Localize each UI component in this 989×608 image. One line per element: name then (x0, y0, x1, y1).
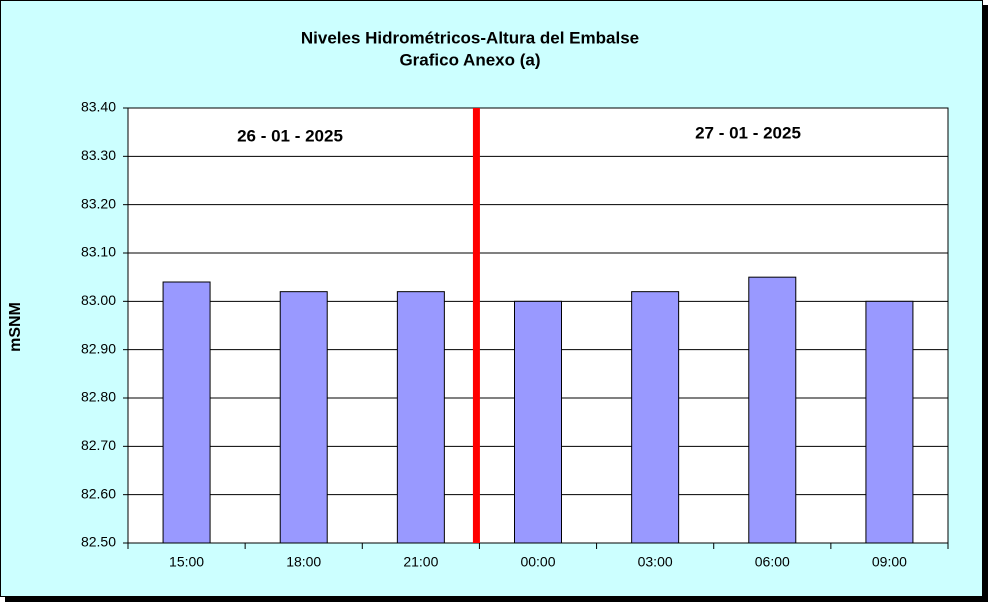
bar (631, 291, 680, 544)
y-tick-label: 83.40 (81, 99, 116, 115)
bar (396, 291, 445, 544)
x-tick-label: 18:00 (286, 554, 321, 570)
y-tick-label: 82.90 (81, 340, 116, 356)
annotation: 26 - 01 - 2025 (237, 126, 343, 145)
y-tick-label: 82.60 (81, 485, 116, 501)
y-tick-label: 82.80 (81, 389, 116, 405)
bar (748, 276, 797, 544)
y-tick-label: 82.70 (81, 437, 116, 453)
chart-title: Niveles Hidrométricos-Altura del Embalse (301, 28, 639, 47)
x-tick-label: 06:00 (755, 554, 790, 570)
x-tick-label: 09:00 (872, 554, 907, 570)
y-tick-label: 83.10 (81, 244, 116, 260)
bar (865, 300, 914, 544)
y-axis-label: mSNM (7, 302, 24, 352)
y-tick-label: 83.00 (81, 292, 116, 308)
bar (514, 300, 562, 544)
x-tick-label: 00:00 (520, 554, 555, 570)
y-tick-label: 83.20 (81, 195, 116, 211)
bar (162, 281, 211, 544)
y-tick-label: 82.50 (81, 534, 116, 550)
x-tick-label: 15:00 (169, 554, 204, 570)
annotation: 27 - 01 - 2025 (695, 123, 801, 142)
y-tick-label: 83.30 (81, 147, 116, 163)
bar (279, 291, 328, 544)
x-tick-label: 21:00 (403, 554, 438, 570)
x-tick-label: 03:00 (638, 554, 673, 570)
chart-subtitle: Grafico Anexo (a) (399, 50, 540, 69)
